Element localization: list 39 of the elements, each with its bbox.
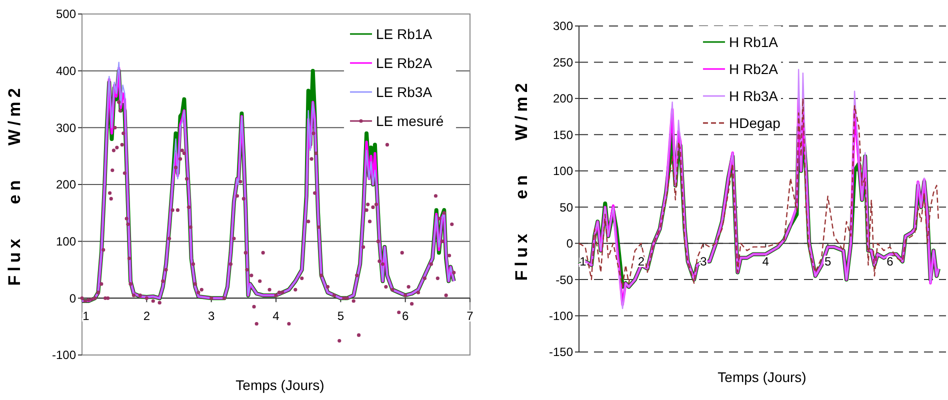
legend-label: HDegap	[729, 114, 781, 131]
y-tick-label: 200	[56, 178, 76, 192]
x-tick-label: 2	[143, 309, 150, 324]
y-tick-label: -50	[556, 272, 574, 287]
x-tick-label: 1	[82, 309, 90, 324]
y-tick-label: -100	[548, 308, 574, 323]
y-tick-label: 50	[560, 200, 574, 214]
y-tick-label: 100	[56, 234, 76, 249]
x-tick-label: 6	[402, 309, 409, 324]
legend-label: H Rb3A	[729, 88, 779, 104]
y-tick-label: 0	[69, 291, 76, 306]
y-axis-title: Flux en W/m2	[512, 79, 531, 281]
y-tick-label: 200	[552, 92, 574, 106]
legend-label: LE Rb2A	[376, 54, 433, 71]
y-tick-label: 250	[552, 55, 574, 70]
y-tick-label: 150	[552, 128, 574, 142]
x-tick-label: 7	[466, 309, 474, 324]
legend-label: H Rb2A	[729, 60, 779, 77]
y-axis-title: Flux en W/m2	[5, 84, 24, 286]
legend-label: LE Rb3A	[376, 84, 433, 100]
x-axis-title: Temps (Jours)	[236, 377, 324, 393]
x-tick-label: 6	[886, 254, 894, 268]
legend-label: H Rb1A	[729, 34, 779, 50]
y-tick-label: -100	[52, 348, 76, 362]
x-tick-label: 3	[208, 309, 215, 324]
y-tick-label: 500	[56, 7, 76, 22]
y-tick-label: 400	[56, 64, 76, 78]
y-tick-label: 0	[566, 236, 574, 251]
y-tick-label: 100	[552, 164, 574, 178]
x-tick-label: 5	[824, 254, 832, 268]
legend-label: LE mesuré	[376, 112, 444, 129]
legend-label: LE Rb1A	[376, 26, 433, 42]
x-tick-label: 4	[272, 309, 280, 324]
x-axis-title: Temps (Jours)	[718, 369, 806, 385]
x-tick-label: 5	[337, 309, 344, 324]
x-tick-label: 4	[762, 254, 770, 268]
y-tick-label: 300	[552, 19, 574, 34]
y-tick-label: -150	[548, 345, 574, 360]
y-tick-label: 300	[56, 120, 76, 135]
